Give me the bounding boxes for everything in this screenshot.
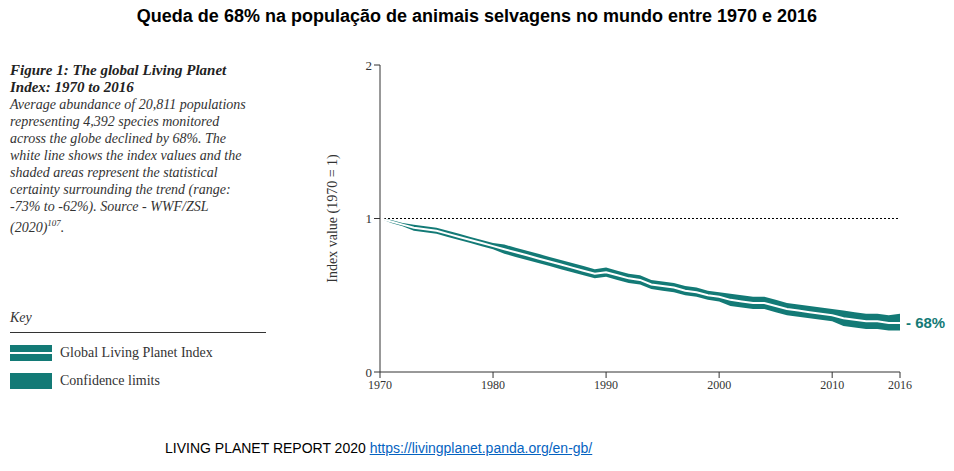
- svg-text:0: 0: [366, 365, 373, 380]
- svg-text:Index value (1970 = 1): Index value (1970 = 1): [325, 154, 341, 283]
- html-text:LIVING PLANET REPORT 2020 http: LIVING PLANET REPORT 2020 https://living…: [165, 440, 593, 456]
- svg-text:2016: 2016: [888, 378, 912, 392]
- html-text:Confidence limits: Confidence limits: [60, 373, 160, 388]
- svg-text:1980: 1980: [481, 378, 505, 392]
- html-text:Global Living Planet Index: Global Living Planet Index: [60, 345, 213, 360]
- svg-text:2: 2: [366, 58, 373, 73]
- svg-text:1990: 1990: [594, 378, 618, 392]
- svg-text:1: 1: [366, 211, 373, 226]
- html-text:Figure 1: The global Living Pl: Figure 1: The global Living Planet Index…: [10, 62, 227, 95]
- svg-text:- 68%: - 68%: [906, 314, 945, 331]
- html-text:Average abundance of 20,811 po: Average abundance of 20,811 populations …: [10, 97, 246, 235]
- svg-text:2010: 2010: [820, 378, 844, 392]
- html-text:Queda de 68% na população de a: Queda de 68% na população de animais sel…: [136, 6, 818, 26]
- svg-text:2000: 2000: [707, 378, 731, 392]
- html-text:Key: Key: [10, 310, 32, 325]
- svg-text:1970: 1970: [368, 377, 392, 392]
